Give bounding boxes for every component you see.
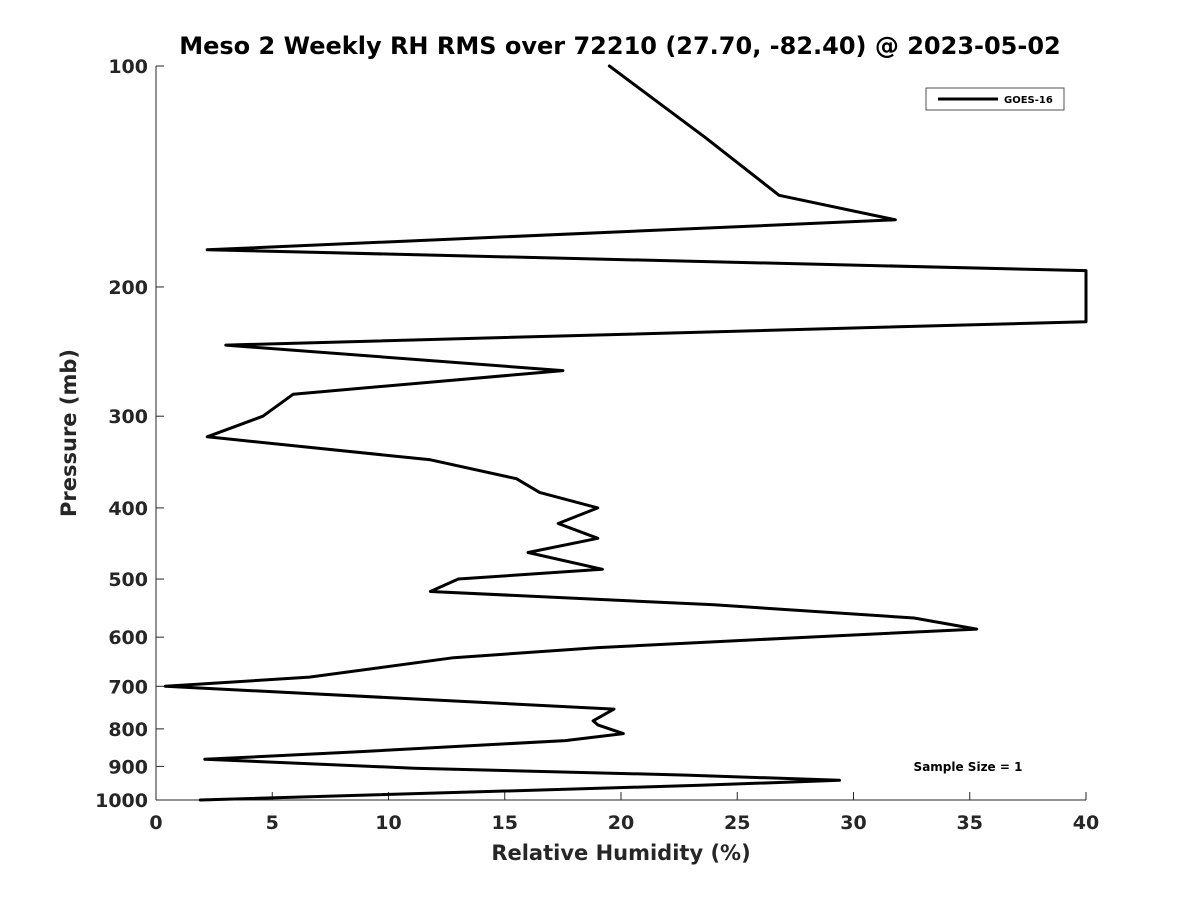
- x-tick-label: 0: [149, 812, 162, 834]
- y-tick-label: 300: [108, 406, 148, 428]
- y-tick-label: 800: [108, 719, 148, 741]
- y-tick-label: 600: [108, 627, 148, 649]
- y-tick-label: 1000: [95, 790, 148, 812]
- x-tick-label: 20: [608, 812, 634, 834]
- sample-size-annotation: Sample Size = 1: [914, 760, 1023, 774]
- x-tick-label: 25: [724, 812, 750, 834]
- series-group: [163, 64, 1088, 802]
- x-tick-label: 15: [492, 812, 518, 834]
- x-tick-label: 30: [840, 812, 866, 834]
- x-ticks: 0 5 10 15 20 25 30 35 40: [149, 792, 1099, 834]
- x-tick-label: 5: [266, 812, 279, 834]
- x-tick-label: 35: [957, 812, 983, 834]
- y-tick-label: 100: [108, 56, 148, 78]
- series-line-goes-16: [163, 64, 1088, 802]
- legend: GOES-16: [925, 87, 1065, 111]
- y-tick-label: 900: [108, 756, 148, 778]
- x-tick-label: 40: [1073, 812, 1099, 834]
- y-tick-label: 200: [108, 277, 148, 299]
- x-axis-label: Relative Humidity (%): [491, 841, 750, 865]
- y-ticks: 100 200 300 400 500 600 700 800 900 1000: [95, 56, 164, 812]
- y-axis-label: Pressure (mb): [57, 349, 81, 517]
- y-tick-label: 500: [108, 569, 148, 591]
- y-tick-label: 400: [108, 498, 148, 520]
- y-tick-label: 700: [108, 676, 148, 698]
- legend-label: GOES-16: [1004, 95, 1053, 106]
- chart-title: Meso 2 Weekly RH RMS over 72210 (27.70, …: [179, 32, 1061, 60]
- x-tick-label: 10: [375, 812, 401, 834]
